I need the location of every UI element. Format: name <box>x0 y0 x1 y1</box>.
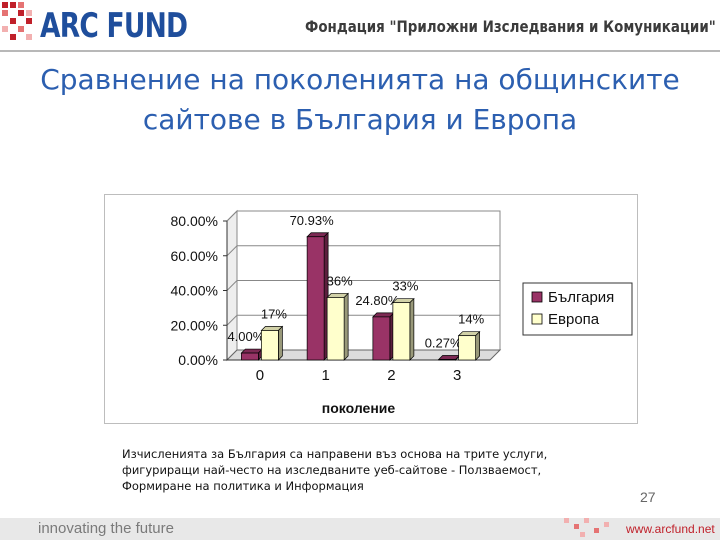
bar-side <box>278 325 283 361</box>
data-label: 14% <box>458 312 484 327</box>
header-divider <box>0 50 720 52</box>
x-tick-label: 3 <box>453 367 461 384</box>
bar-bulgaria <box>241 352 259 361</box>
footer-squares-icon <box>564 518 609 537</box>
bar-europe <box>392 302 411 361</box>
bar-side <box>475 330 480 361</box>
gridline-diagonal <box>226 245 238 257</box>
bar-bulgaria <box>438 359 456 361</box>
data-label: 0.27% <box>425 336 462 351</box>
page-number: 27 <box>640 489 656 505</box>
gridline-diagonal <box>226 210 238 222</box>
x-tick-label: 0 <box>256 367 264 384</box>
bar-side <box>409 297 415 361</box>
gridline-diagonal <box>226 280 238 291</box>
logo-text: ARC FUND <box>40 6 188 46</box>
chart-frame: 0.00% 20.00% 40.00% 60.00% 80.00% 4.00% 17% 0 70… <box>104 194 638 424</box>
y-tick-label: 20.00% <box>171 317 218 333</box>
y-tick-label: 40.00% <box>171 283 218 299</box>
y-tick-label: 0.00% <box>178 352 218 368</box>
logo-squares-icon <box>2 2 32 40</box>
gridline-diagonal <box>226 314 238 326</box>
footer-bar <box>0 518 720 540</box>
legend-label: Европа <box>548 311 600 328</box>
organization-name: Фондация "Приложни Изследвания и Комуник… <box>305 17 716 36</box>
bar-chart: 0.00% 20.00% 40.00% 60.00% 80.00% 4.00% 17% 0 70… <box>171 209 633 416</box>
header: ARC FUND Фондация "Приложни Изследвания … <box>0 0 720 52</box>
bar-europe <box>458 335 476 361</box>
bar-bulgaria <box>372 316 391 361</box>
data-label: 17% <box>261 306 287 321</box>
footer-website[interactable]: www.arcfund.net <box>626 522 715 536</box>
data-label: 36% <box>327 273 353 288</box>
x-axis-title: поколение <box>322 400 396 416</box>
bar-side <box>343 292 349 361</box>
data-label: 4.00% <box>227 329 264 344</box>
slide-title: Сравнение на поколенията на общинските с… <box>40 63 680 136</box>
bar-bulgaria <box>306 236 325 361</box>
legend-label: България <box>548 289 614 306</box>
footnote-text: Изчисленията за България са направени въ… <box>122 447 548 493</box>
bar-europe <box>261 330 279 361</box>
data-label: 70.93% <box>290 213 335 228</box>
legend-swatch <box>531 291 543 303</box>
x-tick-label: 2 <box>387 367 395 384</box>
legend-swatch <box>531 313 543 325</box>
y-tick-label: 60.00% <box>171 248 218 264</box>
data-label: 24.80% <box>355 293 400 308</box>
footer-tagline: innovating the future <box>38 520 174 537</box>
x-tick-label: 1 <box>321 367 329 384</box>
data-label: 33% <box>392 279 418 294</box>
y-tick-label: 80.00% <box>171 213 218 229</box>
bar-europe <box>326 297 345 361</box>
